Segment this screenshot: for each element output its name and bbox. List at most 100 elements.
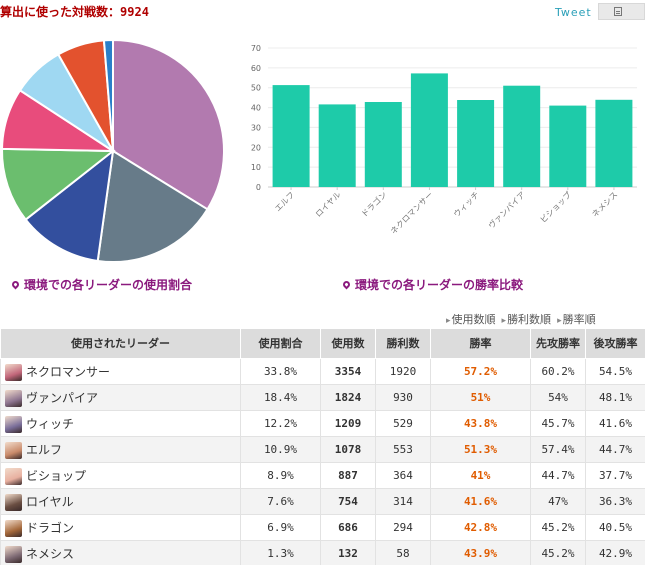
sort-links: 使用数順勝利数順勝率順 — [440, 311, 596, 327]
bar-caption: 環境での各リーダーの勝率比較 — [341, 276, 523, 293]
cell-wins: 314 — [375, 488, 431, 515]
leader-winrate-bar-chart: 0 10 20 30 40 50 60 70 エルフ ロイヤル ドラゴン ネクロマンサー ウィッチ ヴァン… — [251, 44, 637, 236]
bar[interactable] — [410, 73, 448, 187]
cell-share: 7.6% — [240, 488, 321, 515]
table-row: ネメシス 1.3% 132 58 43.9% 45.2% 42.9% — [0, 540, 645, 565]
cell-uses: 887 — [320, 462, 376, 489]
cell-wins: 294 — [375, 514, 431, 541]
leader-name: ドラゴン — [26, 520, 75, 535]
pie-slice[interactable] — [102, 38, 114, 152]
cell-first: 45.7% — [530, 410, 586, 437]
pie-caption-text: 環境での各リーダーの使用割合 — [24, 278, 193, 292]
cell-share: 8.9% — [240, 462, 321, 489]
y-tick-label: 10 — [251, 163, 261, 172]
cell-wins: 930 — [375, 384, 431, 411]
bar[interactable] — [318, 104, 356, 187]
cell-second: 48.1% — [585, 384, 645, 411]
col-header-share[interactable]: 使用割合 — [240, 328, 321, 359]
table-row: ウィッチ 12.2% 1209 529 43.8% 45.7% 41.6% — [0, 410, 645, 437]
tweet-link[interactable]: Tweet — [555, 6, 592, 19]
cell-wins: 529 — [375, 410, 431, 437]
pie-slice[interactable] — [24, 148, 115, 263]
pie-slice[interactable] — [1, 147, 116, 221]
col-header-rate[interactable]: 勝率 — [430, 328, 531, 359]
map-pin-icon — [10, 279, 21, 290]
cell-rate: 51.3% — [430, 436, 531, 463]
leader-name: ネメシス — [26, 546, 75, 561]
col-header-leader[interactable]: 使用されたリーダー — [0, 328, 241, 359]
cell-wins: 1920 — [375, 358, 431, 385]
cell-wins: 58 — [375, 540, 431, 565]
x-tick-label: ネメシス — [590, 190, 619, 219]
leader-name: ビショップ — [26, 468, 87, 483]
sort-by-rate-link[interactable]: 勝率順 — [557, 313, 596, 326]
leader-avatar — [5, 545, 22, 563]
cell-uses: 1078 — [320, 436, 376, 463]
y-tick-label: 40 — [251, 104, 261, 113]
leader-avatar — [5, 363, 22, 381]
sort-by-uses-link[interactable]: 使用数順 — [446, 313, 496, 326]
x-tick-label: ドラゴン — [359, 189, 389, 219]
leader-share-pie-chart — [1, 38, 225, 263]
cell-second: 54.5% — [585, 358, 645, 385]
cell-rate: 41% — [430, 462, 531, 489]
cell-share: 12.2% — [240, 410, 321, 437]
table-row: ネクロマンサー 33.8% 3354 1920 57.2% 60.2% 54.5% — [0, 358, 645, 385]
leader-name: エルフ — [26, 442, 63, 457]
cell-uses: 132 — [320, 540, 376, 565]
cell-first: 60.2% — [530, 358, 586, 385]
bar[interactable] — [272, 85, 310, 187]
y-tick-label: 0 — [256, 183, 261, 192]
cell-first: 45.2% — [530, 540, 586, 565]
leader-cell: ネメシス — [0, 540, 241, 565]
cell-first: 54% — [530, 384, 586, 411]
col-header-wins[interactable]: 勝利数 — [375, 328, 431, 359]
table-row: エルフ 10.9% 1078 553 51.3% 57.4% 44.7% — [0, 436, 645, 463]
cell-second: 41.6% — [585, 410, 645, 437]
x-tick-label: ビショップ — [539, 190, 574, 225]
map-pin-icon — [341, 279, 352, 290]
x-tick-label: ロイヤル — [314, 190, 343, 219]
x-tick-label: エルフ — [273, 190, 296, 213]
cell-share: 10.9% — [240, 436, 321, 463]
leader-cell: ヴァンパイア — [0, 384, 241, 411]
cell-rate: 43.8% — [430, 410, 531, 437]
y-tick-label: 20 — [251, 143, 261, 152]
cell-rate: 42.8% — [430, 514, 531, 541]
cell-share: 1.3% — [240, 540, 321, 565]
pie-slice[interactable] — [96, 149, 209, 263]
col-header-first-rate[interactable]: 先攻勝率 — [530, 328, 586, 359]
cell-first: 47% — [530, 488, 586, 515]
cell-wins: 364 — [375, 462, 431, 489]
col-header-uses[interactable]: 使用数 — [320, 328, 376, 359]
bar[interactable] — [503, 85, 541, 187]
bar[interactable] — [549, 105, 587, 187]
table-row: ヴァンパイア 18.4% 1824 930 51% 54% 48.1% — [0, 384, 645, 411]
bar[interactable] — [457, 100, 495, 187]
sort-by-wins-link[interactable]: 勝利数順 — [502, 313, 552, 326]
cell-rate: 57.2% — [430, 358, 531, 385]
leader-avatar — [5, 441, 22, 459]
leader-name: ウィッチ — [26, 416, 75, 431]
leader-cell: ビショップ — [0, 462, 241, 489]
match-count: 9924 — [120, 5, 149, 19]
bar-caption-text: 環境での各リーダーの勝率比較 — [355, 278, 524, 292]
leader-cell: エルフ — [0, 436, 241, 463]
col-header-second-rate[interactable]: 後攻勝率 — [585, 328, 645, 359]
leader-avatar — [5, 493, 22, 511]
title-label: 算出に使った対戦数： — [0, 5, 121, 19]
cell-second: 40.5% — [585, 514, 645, 541]
x-tick-label: ヴァンパイア — [486, 189, 527, 230]
leader-name: ネクロマンサー — [26, 364, 111, 379]
cell-second: 42.9% — [585, 540, 645, 565]
cell-uses: 1824 — [320, 384, 376, 411]
bar[interactable] — [595, 99, 633, 187]
cell-rate: 51% — [430, 384, 531, 411]
leader-avatar — [5, 389, 22, 407]
share-button[interactable] — [598, 3, 645, 20]
cell-first: 44.7% — [530, 462, 586, 489]
bar[interactable] — [364, 102, 402, 187]
leader-cell: ロイヤル — [0, 488, 241, 515]
table-header-row: 使用されたリーダー 使用割合 使用数 勝利数 勝率 先攻勝率 後攻勝率 — [0, 328, 645, 359]
cell-share: 18.4% — [240, 384, 321, 411]
